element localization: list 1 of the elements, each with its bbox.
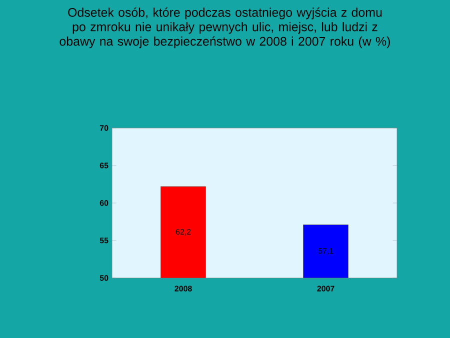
chart-title: Odsetek osób, które podczas ostatniego wyjścia z domu po zmroku nie unikały pewnych ulic, miejsc, lub ludzi z obawy na swoje bezpieczeństwo w 2008 i 2007 roku (w %) [60,8,390,48]
